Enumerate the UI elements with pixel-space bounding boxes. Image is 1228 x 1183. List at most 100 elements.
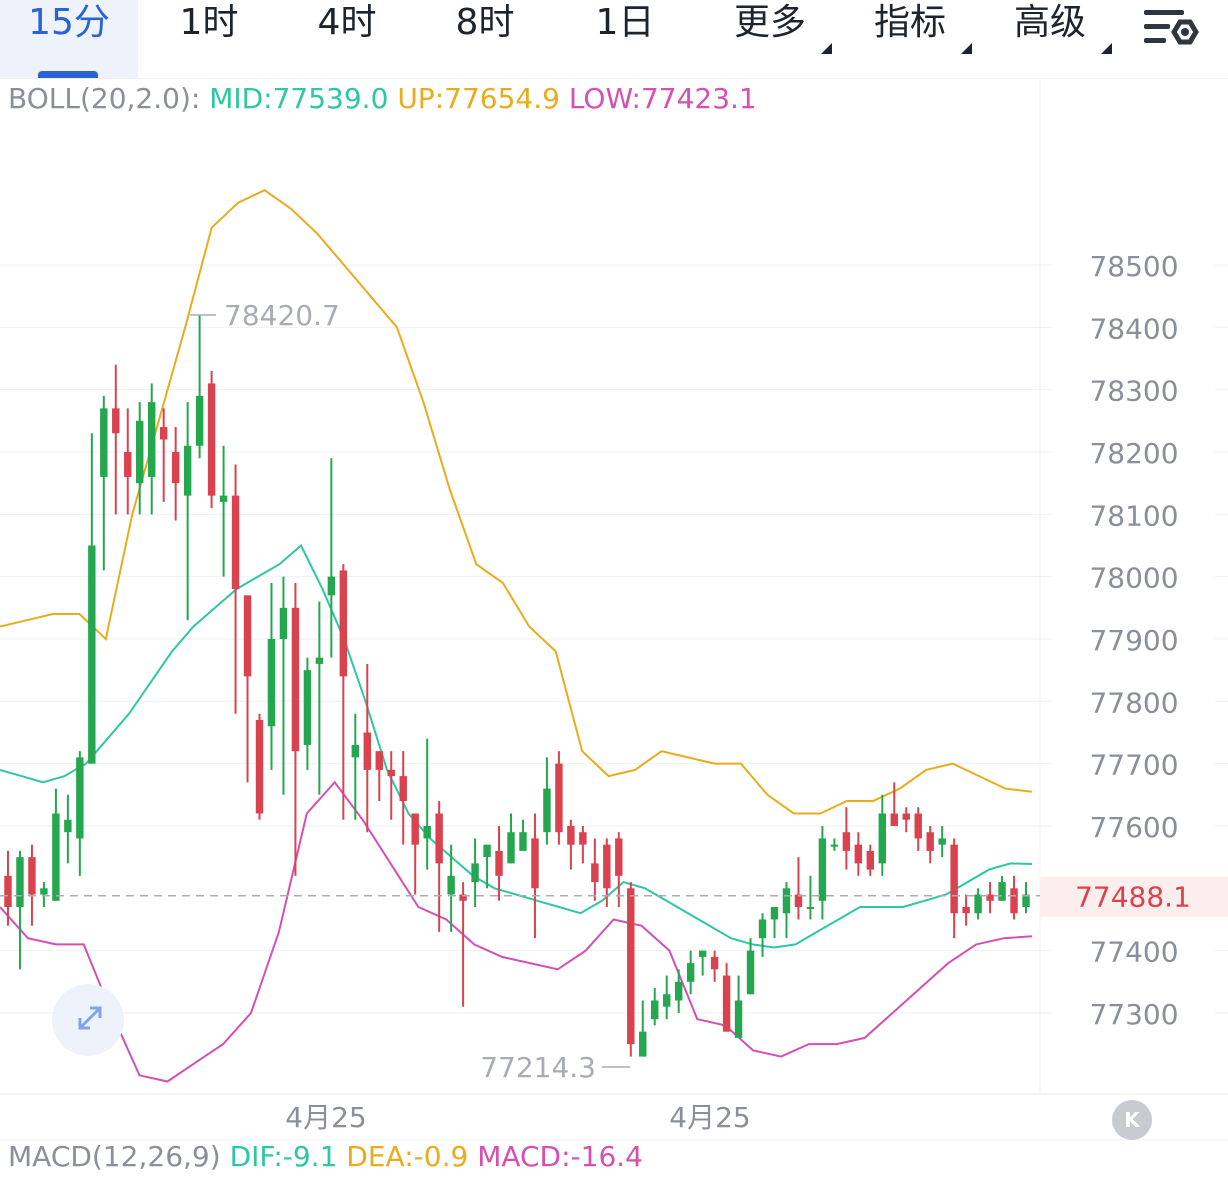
y-tick-label: 78500 <box>1089 250 1178 283</box>
candle-body <box>615 838 623 876</box>
current-price-label: 77488.1 <box>1075 881 1191 914</box>
candle-body <box>794 894 803 907</box>
candle-body <box>591 863 599 883</box>
candle-body <box>112 408 120 434</box>
candle-body <box>219 495 228 502</box>
tab-more-dropdown[interactable]: 更多 <box>722 0 832 78</box>
candle-body <box>842 832 851 851</box>
candle-body <box>28 857 36 895</box>
macd-legend: MACD(12,26,9) DIF:-9.1 DEA:-0.9 MACD:-16… <box>8 1140 643 1173</box>
y-tick-label: 78200 <box>1089 437 1178 470</box>
macd-dif-value: DIF:-9.1 <box>229 1140 338 1173</box>
y-tick-label: 78000 <box>1089 562 1178 595</box>
tab-advanced-dropdown[interactable]: 高级 <box>1002 0 1112 78</box>
tab-1d[interactable]: 1日 <box>595 2 655 43</box>
y-tick-label: 77400 <box>1089 936 1178 969</box>
candle-body <box>243 595 252 677</box>
candle-body <box>567 825 575 845</box>
y-tick-label: 78100 <box>1089 499 1178 532</box>
candle-body <box>399 776 407 802</box>
min-price-label: 77214.3 <box>480 1051 596 1084</box>
candle-body <box>447 875 455 895</box>
chart-settings-icon[interactable] <box>1140 4 1200 56</box>
boll-legend: BOLL(20,2.0): MID:77539.0 UP:77654.9 LOW… <box>8 82 757 115</box>
boll-name: BOLL(20,2.0): <box>8 82 201 115</box>
candle-body <box>926 832 934 851</box>
candle-body <box>782 888 791 914</box>
candle-body <box>770 906 779 920</box>
candle-body <box>435 813 443 864</box>
tab-8h[interactable]: 8时 <box>455 2 515 43</box>
candle-body <box>16 857 24 907</box>
boll-mid-line <box>0 543 1033 949</box>
candle-body <box>375 751 383 770</box>
boll-low-value: LOW:77423.1 <box>568 82 757 115</box>
candle-body <box>639 1031 647 1057</box>
y-tick-label: 77300 <box>1089 998 1178 1031</box>
candle-body <box>914 813 922 839</box>
candle-body <box>674 981 683 1001</box>
candle-body <box>890 813 898 826</box>
tab-1h[interactable]: 1时 <box>179 2 239 43</box>
candle-body <box>627 888 635 1045</box>
candle-body <box>483 844 491 858</box>
candle-body <box>40 888 48 895</box>
candle-body <box>722 975 731 1032</box>
candle-body <box>746 950 755 995</box>
candle-body <box>555 763 563 833</box>
candle-body <box>136 420 144 484</box>
candle-body <box>231 495 240 590</box>
candle-body <box>4 875 12 907</box>
expand-icon <box>78 1006 102 1030</box>
candle-body <box>327 576 336 596</box>
candle-body <box>710 956 719 970</box>
candle-body <box>878 813 887 864</box>
candle-body <box>363 732 372 770</box>
candle-body <box>495 850 503 876</box>
candle-body <box>147 402 156 477</box>
macd-dea-value: DEA:-0.9 <box>346 1140 469 1173</box>
y-tick-label: 78300 <box>1089 375 1178 408</box>
y-tick-label: 77700 <box>1089 749 1178 782</box>
macd-hist-value: MACD:-16.4 <box>477 1140 643 1173</box>
y-tick-label: 77900 <box>1089 624 1178 657</box>
tab-4h[interactable]: 4时 <box>317 2 377 43</box>
current-price-tag <box>1040 876 1228 917</box>
candle-body <box>734 1000 743 1038</box>
candle-body <box>986 894 994 901</box>
expand-chart-button[interactable] <box>52 984 124 1056</box>
candle-body <box>662 994 671 1007</box>
candle-body <box>1010 888 1018 914</box>
tab-15min[interactable]: 15分 <box>0 0 138 78</box>
candle-body <box>76 757 84 839</box>
dropdown-caret-icon <box>821 43 832 54</box>
x-tick-label: 4月25 <box>285 1101 366 1134</box>
candle-body <box>387 769 395 777</box>
boll-mid-value: MID:77539.0 <box>209 82 389 115</box>
candle-body <box>507 832 515 864</box>
candle-body <box>471 863 479 883</box>
candle-body <box>651 1000 659 1020</box>
candle-body <box>818 838 827 901</box>
candle-body <box>207 383 216 496</box>
candle-body <box>267 638 276 727</box>
candle-body <box>686 963 695 982</box>
candle-body <box>579 832 587 845</box>
active-tab-indicator <box>38 71 98 78</box>
boll-lower-line <box>0 780 1033 1083</box>
candle-body <box>351 744 360 758</box>
candle-body <box>854 844 863 864</box>
candle-body <box>531 838 539 889</box>
candle-body <box>339 570 348 677</box>
k-line-button[interactable]: K <box>1112 1100 1152 1140</box>
macd-name: MACD(12,26,9) <box>8 1140 221 1173</box>
tab-indicators-dropdown[interactable]: 指标 <box>862 0 972 78</box>
boll-upper-line <box>0 189 1033 815</box>
candle-body <box>183 445 192 496</box>
candle-body <box>411 813 419 845</box>
boll-up-value: UP:77654.9 <box>397 82 560 115</box>
max-price-label: 78420.7 <box>224 299 340 332</box>
candle-body <box>519 832 527 851</box>
candle-body <box>543 788 551 833</box>
